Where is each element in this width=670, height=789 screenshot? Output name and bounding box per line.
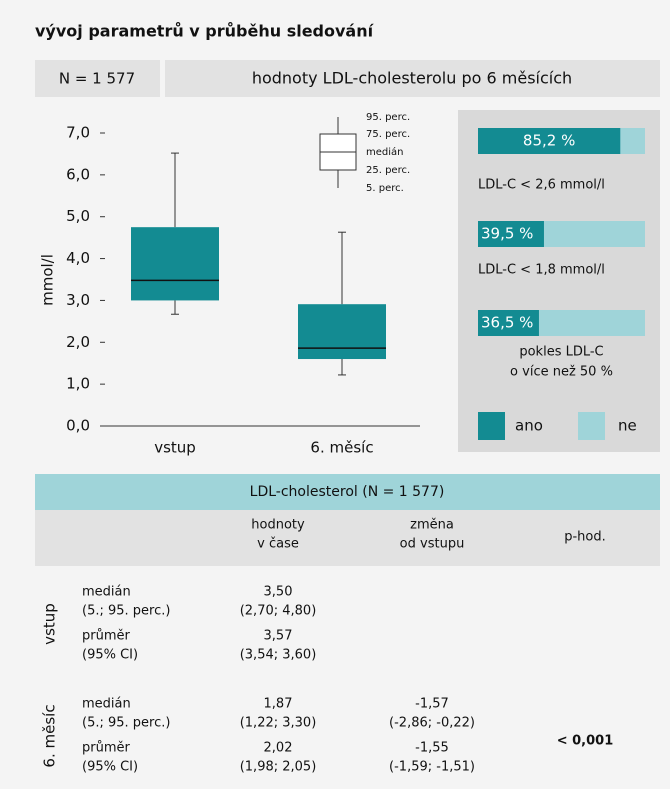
group-name: 6. měsíc: [41, 704, 59, 767]
row-label: medián: [82, 585, 131, 600]
p-value: < 0,001: [557, 734, 614, 749]
cell-value: 3,50: [264, 585, 293, 600]
row-label: medián: [82, 697, 131, 712]
cell-value: (1,98; 2,05): [240, 760, 317, 775]
cell-change: (-2,86; -0,22): [389, 716, 475, 731]
value-label: 85,2 %: [523, 132, 575, 150]
bar: [478, 128, 621, 154]
row-label: (95% CI): [82, 648, 138, 663]
cell-value: 2,02: [264, 741, 293, 756]
bar: [478, 310, 539, 336]
row-label: (95% CI): [82, 760, 138, 775]
cell-value: (1,22; 3,30): [240, 716, 317, 731]
box: [131, 227, 219, 301]
row-label: průměr: [82, 741, 130, 756]
y-tick-label: 6,0: [66, 165, 90, 183]
legend-label: 25. perc.: [366, 165, 410, 176]
x-tick-label: vstup: [154, 439, 196, 457]
bar-label: o více než 50 %: [510, 365, 613, 380]
y-tick-label: 2,0: [66, 333, 90, 351]
subtitle-box: [165, 60, 660, 97]
row-label: (5.; 95. perc.): [82, 716, 170, 731]
row-label: průměr: [82, 629, 130, 644]
legend-label: 5. perc.: [366, 183, 404, 194]
legend-label: 95. perc.: [366, 112, 410, 123]
cell-value: (3,54; 3,60): [240, 648, 317, 663]
value-label: 36,5 %: [481, 314, 533, 332]
cell-change: -1,57: [415, 697, 449, 712]
y-axis-label: mmol/l: [39, 254, 57, 306]
y-tick-label: 7,0: [66, 124, 90, 142]
column-header: hodnoty: [251, 518, 305, 533]
legend-swatch: [478, 412, 505, 440]
y-tick-label: 3,0: [66, 291, 90, 309]
n-box: [35, 60, 160, 97]
panel: [458, 110, 660, 452]
column-header: p-hod.: [564, 530, 606, 545]
legend-label: 75. perc.: [366, 129, 410, 140]
n-label: N = 1 577: [59, 70, 135, 88]
table-header-band: [35, 510, 660, 566]
legend-label: ano: [515, 417, 543, 435]
x-tick-label: 6. měsíc: [310, 439, 373, 457]
table-title: LDL-cholesterol (N = 1 577): [250, 484, 445, 500]
column-header: v čase: [257, 537, 299, 552]
legend-label: ne: [618, 417, 637, 435]
cell-change: (-1,59; -1,51): [389, 760, 475, 775]
y-tick-label: 1,0: [66, 375, 90, 393]
column-header: od vstupu: [400, 537, 465, 552]
title: vývoj parametrů v průběhu sledování: [35, 22, 375, 41]
row-label: (5.; 95. perc.): [82, 604, 170, 619]
legend-label: medián: [366, 146, 404, 158]
cell-value: 1,87: [264, 697, 293, 712]
box: [298, 304, 386, 360]
group-name: vstup: [41, 603, 59, 645]
table-title-band: [35, 474, 660, 510]
bar-label: pokles LDL-C: [519, 345, 603, 360]
legend-swatch: [578, 412, 605, 440]
subtitle: hodnoty LDL-cholesterolu po 6 měsících: [252, 69, 572, 88]
y-tick-label: 5,0: [66, 207, 90, 225]
value-label: 39,5 %: [481, 225, 533, 243]
bar-label: LDL-C < 2,6 mmol/l: [478, 178, 605, 193]
y-tick-label: 4,0: [66, 249, 90, 267]
cell-value: 3,57: [264, 629, 293, 644]
bar: [478, 221, 544, 247]
y-tick-label: 0,0: [66, 417, 90, 435]
column-header: změna: [410, 518, 454, 533]
bar-label: LDL-C < 1,8 mmol/l: [478, 263, 605, 278]
cell-value: (2,70; 4,80): [240, 604, 317, 619]
cell-change: -1,55: [415, 741, 449, 756]
